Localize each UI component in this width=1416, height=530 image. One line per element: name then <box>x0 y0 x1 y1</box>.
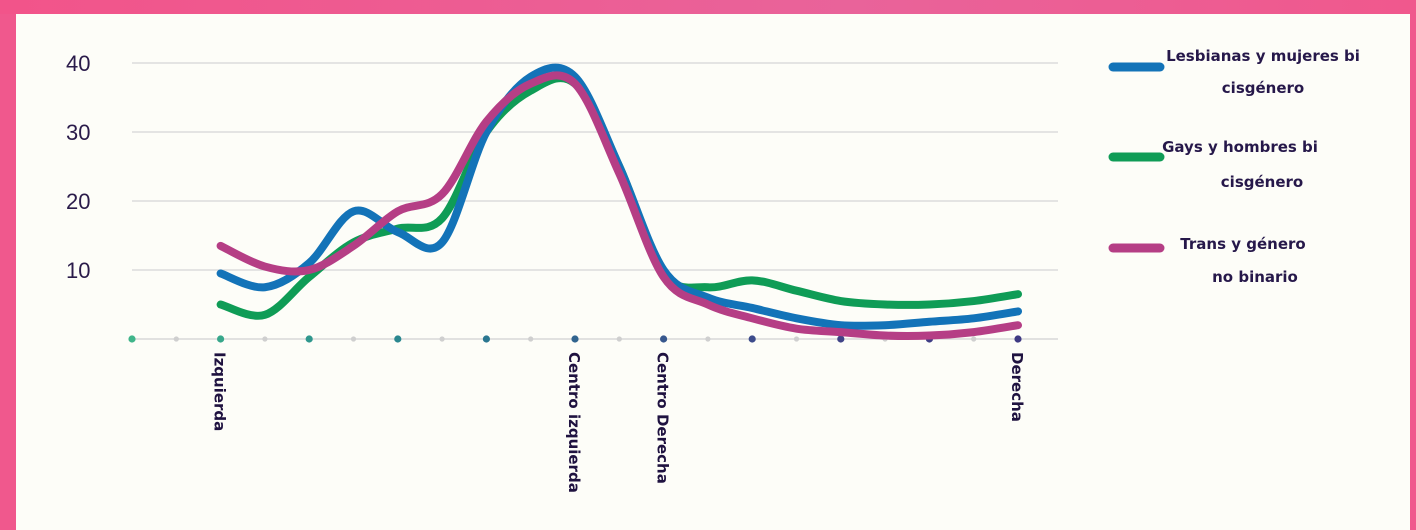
legend: Lesbianas y mujeres bi cisgénero Gays y ho… <box>1108 47 1360 286</box>
y-axis-ticks: 10 20 30 40 <box>66 51 90 283</box>
x-axis-dot <box>394 335 402 343</box>
y-tick-label: 40 <box>66 51 90 76</box>
x-axis-dot <box>793 336 800 342</box>
legend-label: Trans y género no binario <box>1180 235 1305 286</box>
y-tick-label: 30 <box>66 120 90 145</box>
y-tick-label: 20 <box>66 189 90 214</box>
x-axis-dot <box>616 336 622 342</box>
x-axis-dot <box>173 336 179 342</box>
y-tick-label: 10 <box>66 258 90 283</box>
x-axis-label: Derecha <box>1008 352 1026 422</box>
x-axis-dot <box>305 335 313 343</box>
x-axis-dot <box>837 335 845 343</box>
x-axis-dot <box>660 335 668 343</box>
x-axis-dot <box>439 336 445 342</box>
x-axis-dot <box>262 336 268 342</box>
x-axis-dot <box>705 336 711 342</box>
grid-lines <box>132 62 1058 271</box>
series-line-1 <box>216 74 1022 320</box>
chart-panel <box>16 14 1410 530</box>
x-axis-labels: Izquierda Centro izquierda Centro Derecha D… <box>211 352 1026 493</box>
x-axis-dot <box>128 335 136 343</box>
x-axis-dot <box>528 336 534 342</box>
x-axis-label: Izquierda <box>211 352 229 431</box>
top-band <box>0 0 1416 14</box>
legend-label: Gays y hombres bi cisgénero <box>1162 138 1318 191</box>
series-lines <box>216 63 1022 340</box>
x-axis-label: Centro Derecha <box>654 352 672 484</box>
x-axis-label: Centro izquierda <box>565 352 583 493</box>
x-axis-dot <box>571 335 579 343</box>
x-axis-dot <box>482 335 490 343</box>
x-axis-dot <box>217 335 225 343</box>
series-line-0 <box>216 63 1022 330</box>
x-axis-dot <box>1014 335 1022 343</box>
x-axis-dot <box>971 336 977 342</box>
legend-label: Lesbianas y mujeres bi cisgénero <box>1166 47 1360 97</box>
x-axis-dot <box>748 335 756 343</box>
x-axis-dot <box>350 336 357 342</box>
series-line-2 <box>216 71 1022 340</box>
